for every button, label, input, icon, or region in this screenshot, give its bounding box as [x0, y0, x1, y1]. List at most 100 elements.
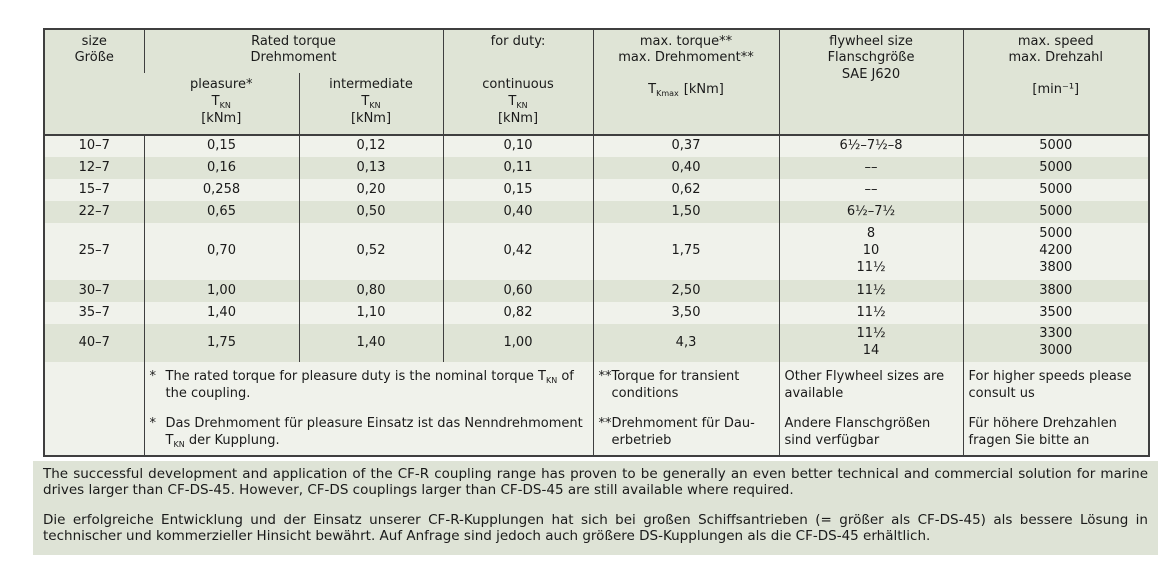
table-row: 12–7 0,16 0,13 0,11 0,40 –– 5000: [44, 157, 1150, 179]
spacer: [598, 67, 775, 82]
intermediate-cell: 0,80: [298, 280, 444, 302]
flywheel-cell: 6½–7½: [778, 201, 964, 223]
pleasure-cell: 0,258: [143, 179, 299, 201]
intermediate-cell: 0,52: [298, 223, 444, 280]
max-torque-cell: 3,50: [592, 302, 780, 324]
footnote-marker: **: [598, 415, 612, 431]
coupling-spec-table: size Größe Rated torque Drehmoment for d…: [43, 28, 1151, 457]
size-cell: 12–7: [44, 157, 144, 179]
flywheel-cell: 6½–7½–8: [778, 135, 964, 157]
table-row: 40–7 1,75 1,40 1,00 4,3 11½ 14 3300 3000: [44, 324, 1150, 362]
intermediate-cell: 1,10: [298, 302, 444, 324]
pleasure-cell: 1,40: [143, 302, 299, 324]
footnote-rated-de: * Das Drehmoment für pleasure Einsatz is…: [150, 416, 588, 450]
flywheel-cell: 11½: [778, 280, 964, 302]
pleasure-cell: 0,15: [143, 135, 299, 157]
speed-cell: 5000 4200 3800: [962, 223, 1150, 280]
speed-cell: 5000: [962, 179, 1150, 201]
footnote-row: * The rated torque for pleasure duty is …: [44, 362, 1150, 456]
header-max-speed-label: max. speed max. Drehzahl: [1008, 34, 1104, 66]
max-torque-cell: 0,40: [592, 157, 780, 179]
max-torque-cell: 1,50: [592, 201, 780, 223]
speed-cell: 5000: [962, 201, 1150, 223]
torque-symbol: TKN: [361, 93, 381, 110]
table-body: 10–7 0,15 0,12 0,10 0,37 6½–7½–8 5000 12…: [44, 135, 1150, 456]
footnote-transient: ** Torque for transient conditions ** Dr…: [592, 362, 780, 456]
pleasure-cell: 0,16: [143, 157, 299, 179]
subscript: KN: [369, 100, 381, 110]
subheader-continuous-label: continuous: [482, 77, 554, 92]
footnote-speed-en: For higher speeds please consult us: [968, 369, 1132, 401]
size-cell: 35–7: [44, 302, 144, 324]
flywheel-cell: 11½ 14: [778, 324, 964, 362]
footnote-marker: *: [149, 369, 157, 384]
size-cell: 10–7: [44, 135, 144, 157]
footnote-text: The rated torque for pleasure duty is th…: [165, 369, 574, 402]
footnote-speed-de: Für höhere Drehzahlen fragen Sie bitte a…: [968, 415, 1117, 448]
subscript: Kmax: [656, 88, 679, 98]
speed-cell: 3300 3000: [962, 324, 1150, 362]
header-rated-torque: Rated torque Drehmoment: [143, 29, 444, 73]
unit: [kNm]: [201, 111, 242, 127]
footnote-flywheel-en: Other Flywheel sizes are available: [784, 369, 945, 401]
size-cell: 40–7: [44, 324, 144, 362]
table-row: 15–7 0,258 0,20 0,15 0,62 –– 5000: [44, 179, 1150, 201]
size-cell: 25–7: [44, 223, 144, 280]
notes-block: The successful development and applicati…: [33, 461, 1158, 555]
footnote-text: Drehmoment für Dau­erbetrieb: [611, 415, 755, 448]
flywheel-cell: 11½: [778, 302, 964, 324]
subheader-intermediate: intermediate TKN [kNm]: [298, 73, 444, 136]
speed-cell: 3500: [962, 302, 1150, 324]
table-row: 30–7 1,00 0,80 0,60 2,50 11½ 3800: [44, 280, 1150, 302]
footnote-text: Das Drehmoment für pleasure Einsatz ist …: [165, 416, 583, 450]
intermediate-cell: 0,13: [298, 157, 444, 179]
continuous-cell: 0,40: [442, 201, 594, 223]
footnote-flywheel-de: Andere Flanschgrößen sind verfügbar: [784, 415, 931, 448]
max-torque-cell: 0,37: [592, 135, 780, 157]
flywheel-cell: ––: [778, 157, 964, 179]
footnote-transient-de: ** Drehmoment für Dau­erbetrieb: [599, 416, 774, 450]
intermediate-cell: 0,20: [298, 179, 444, 201]
unit: [min⁻¹]: [1032, 81, 1080, 97]
continuous-cell: 0,15: [442, 179, 594, 201]
max-torque-cell: 2,50: [592, 280, 780, 302]
intermediate-cell: 0,50: [298, 201, 444, 223]
subscript: KN: [516, 100, 528, 110]
continuous-cell: 0,42: [442, 223, 594, 280]
header-max-torque-symbol: TKmax [kNm]: [648, 81, 724, 98]
footnote-rated-en: * The rated torque for pleasure duty is …: [150, 369, 588, 403]
header-max-torque: max. torque** max. Drehmoment** TKmax [kN…: [592, 29, 780, 136]
continuous-cell: 0,82: [442, 302, 594, 324]
table-row: 25–7 0,70 0,52 0,42 1,75 8 10 11½ 5000 4…: [44, 223, 1150, 280]
unit: [kNm]: [497, 111, 539, 127]
subheader-pleasure: pleasure* TKN [kNm]: [144, 73, 299, 136]
subheader-intermediate-label: intermediate: [329, 77, 413, 92]
spacer: [968, 67, 1145, 82]
header-flywheel: flywheel size Flanschgröße SAE J620: [778, 29, 964, 136]
continuous-cell: 0,10: [442, 135, 594, 157]
unit: [kNm]: [683, 81, 724, 97]
header-max-speed: max. speed max. Drehzahl [min⁻¹]: [962, 29, 1150, 136]
speed-cell: 5000: [962, 157, 1150, 179]
intermediate-cell: 1,40: [298, 324, 444, 362]
continuous-cell: 1,00: [442, 324, 594, 362]
pleasure-cell: 1,75: [143, 324, 299, 362]
subheader-continuous: continuous TKN [kNm]: [442, 73, 594, 136]
flywheel-cell: 8 10 11½: [778, 223, 964, 280]
footnote-flywheel: Other Flywheel sizes are available Ander…: [778, 362, 964, 456]
continuous-cell: 0,60: [442, 280, 594, 302]
speed-cell: 5000: [962, 135, 1150, 157]
intermediate-cell: 0,12: [298, 135, 444, 157]
header-max-torque-label: max. torque** max. Drehmoment**: [618, 34, 754, 66]
footnote-empty-cell: [44, 362, 144, 456]
subheader-pleasure-label: pleasure*: [190, 77, 253, 92]
footnote-marker: *: [149, 416, 157, 432]
subscript: KN: [219, 100, 231, 110]
table-header: size Größe Rated torque Drehmoment for d…: [44, 29, 1150, 136]
torque-symbol: TKN: [211, 93, 231, 110]
max-torque-cell: 0,62: [592, 179, 780, 201]
subscript: KN: [173, 440, 185, 450]
size-cell: 15–7: [44, 179, 144, 201]
note-paragraph-en: The successful development and applicati…: [43, 466, 1148, 499]
header-size: size Größe: [44, 29, 144, 136]
